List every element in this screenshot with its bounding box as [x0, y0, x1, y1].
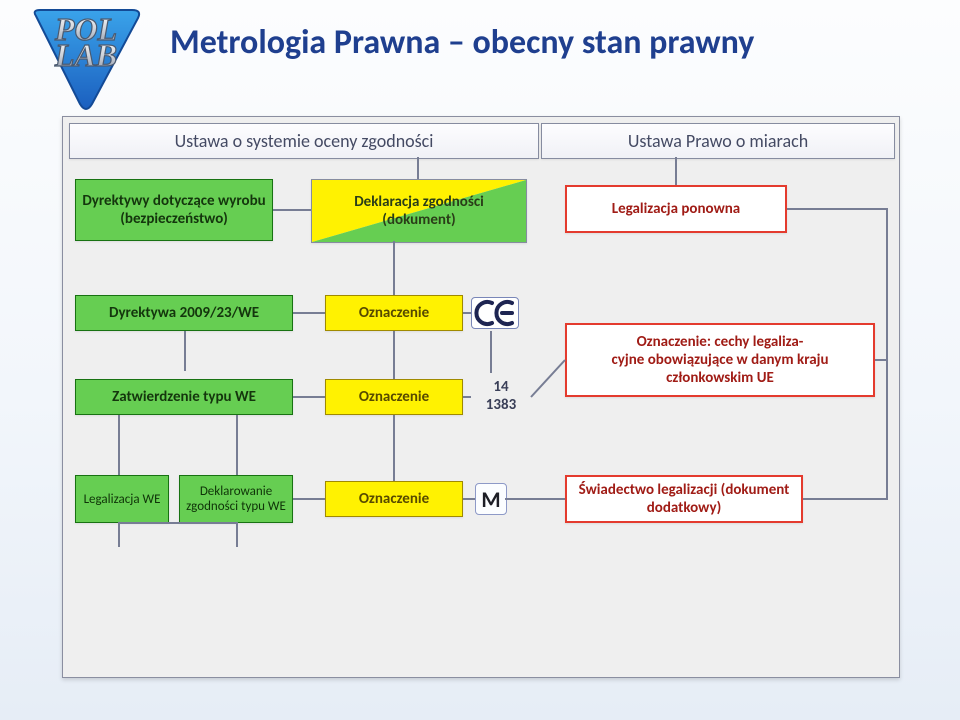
svg-text:LAB: LAB: [54, 37, 117, 73]
box-dyrektywa-2009: Dyrektywa 2009/23/WE: [75, 295, 293, 331]
box-oznaczenie-2: Oznaczenie: [325, 379, 463, 415]
header-right: Ustawa Prawo o miarach: [541, 123, 895, 159]
box-legalizacja-we: Legalizacja WE: [75, 475, 169, 523]
box-zatwierdzenie-typu: Zatwierdzenie typu WE: [75, 379, 293, 415]
box-numbers: 14 1383: [471, 373, 531, 419]
box-swiadectwo: Świadectwo legalizacji (dokument dodatko…: [565, 475, 803, 523]
box-legalizacja-ponowna: Legalizacja ponowna: [565, 185, 787, 233]
header-left: Ustawa o systemie oceny zgodności: [69, 123, 539, 159]
box-deklarowanie-typu: Deklarowanie zgodności typu WE: [179, 475, 293, 523]
box-oznaczenie-cechy: Oznaczenie: cechy legaliza- cyjne obowią…: [565, 323, 875, 397]
box-deklaracja-zgodnosci: Deklaracja zgodności (dokument): [312, 180, 526, 242]
box-oznaczenie-3: Oznaczenie: [325, 481, 463, 517]
ce-mark-icon: [471, 297, 519, 329]
page-title: Metrologia Prawna – obecny stan prawny: [170, 22, 754, 63]
box-oznaczenie-1: Oznaczenie: [325, 295, 463, 331]
m-mark-icon: M: [475, 483, 507, 515]
pollab-logo: POL LAB: [26, 8, 146, 112]
box-dyrektywy-wyrobu: Dyrektywy dotyczące wyrobu (bezpieczeńst…: [75, 179, 273, 241]
diagram-panel: Ustawa o systemie oceny zgodności Ustawa…: [62, 116, 900, 678]
